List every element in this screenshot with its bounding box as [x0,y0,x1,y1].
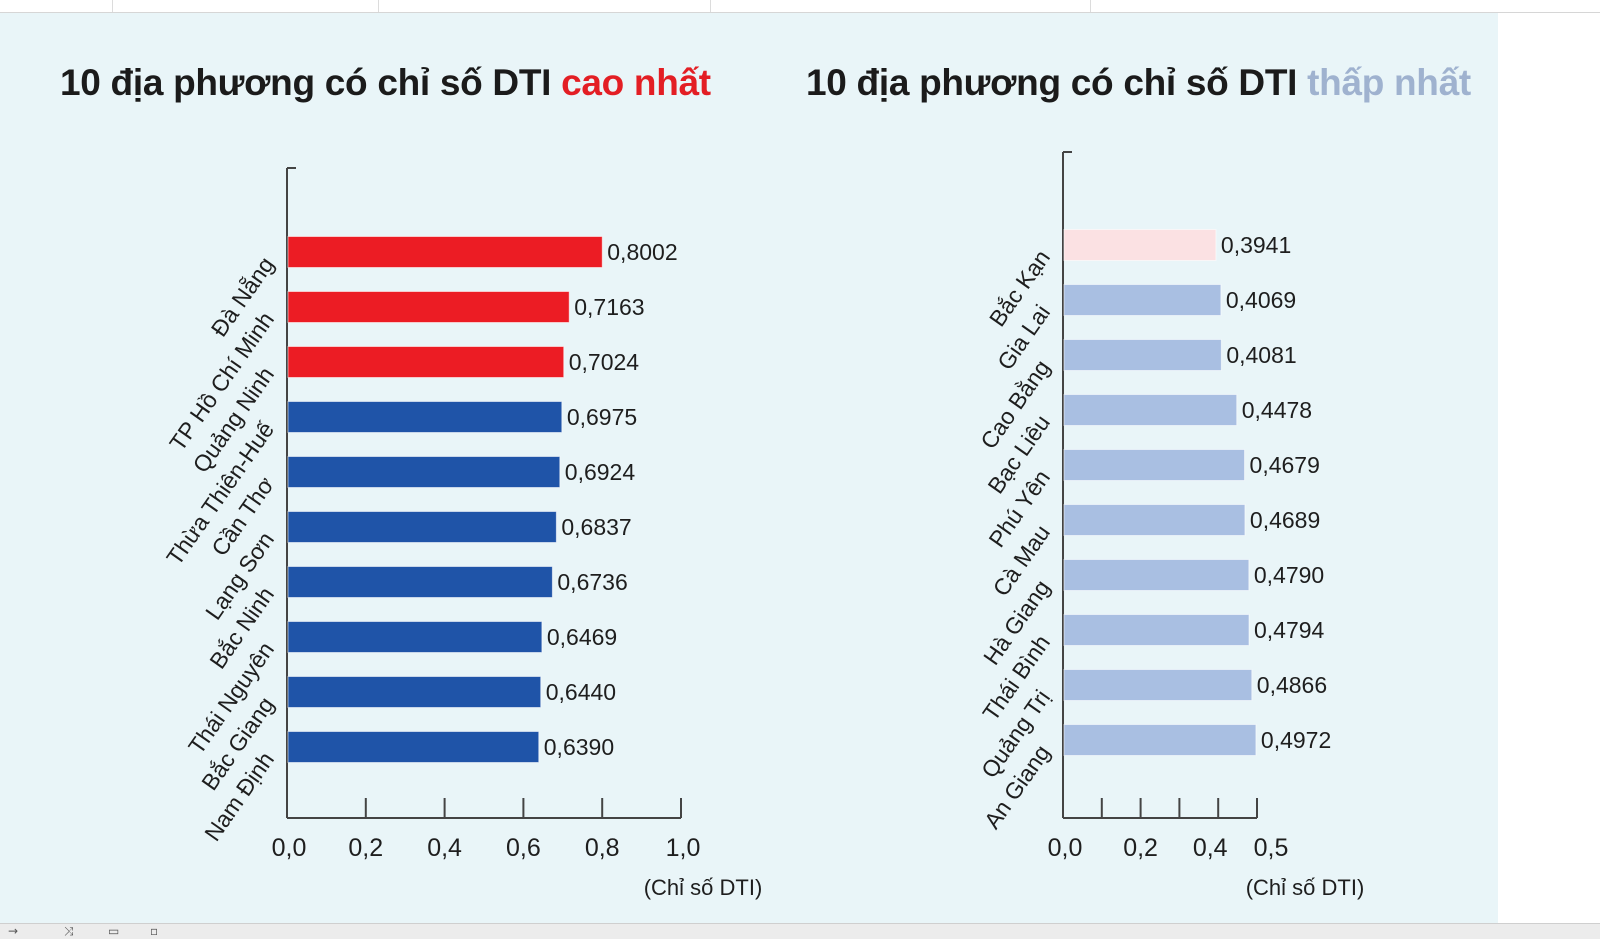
right-value-label: 0,4866 [1257,672,1327,698]
left-value-label: 0,8002 [607,239,677,265]
right-x-tick-label: 0,2 [1123,834,1158,862]
right-value-label: 0,4689 [1250,507,1320,533]
left-chart-title: 10 địa phương có chỉ số DTI cao nhất [60,62,711,104]
bottom-status-bar: → ⤨ ▭ ▫ [0,923,1600,939]
left-value-label: 0,6837 [561,514,631,540]
right-x-tick-label: 0,4 [1193,834,1228,862]
right-bar [1063,339,1222,371]
left-bar [287,346,565,378]
left-title-prefix: 10 địa phương có chỉ số DTI [60,62,562,103]
left-x-tick-label: 1,0 [666,834,701,862]
left-bar [287,676,542,708]
left-value-label: 0,6469 [547,624,617,650]
right-value-label: 0,4790 [1254,562,1324,588]
right-x-tick-label: 0,5 [1254,834,1289,862]
left-value-label: 0,7024 [569,349,640,375]
right-value-label: 0,4972 [1261,727,1331,753]
left-bar [287,621,543,653]
left-x-tick-label: 0,0 [272,834,307,862]
right-bar [1063,669,1253,701]
left-bar [287,401,563,433]
right-value-label: 0,3941 [1221,232,1291,258]
left-x-tick-label: 0,4 [427,834,462,862]
right-title-prefix: 10 địa phương có chỉ số DTI [806,62,1308,103]
left-bar [287,236,603,268]
arrow-right-icon[interactable]: → [8,924,19,938]
toolbar-separator [112,0,113,12]
left-x-tick-label: 0,2 [348,834,383,862]
toolbar-separator [710,0,711,12]
left-bar [287,566,553,598]
right-value-label: 0,4478 [1242,397,1312,423]
right-bar [1063,394,1238,426]
left-x-tick-label: 0,6 [506,834,541,862]
right-value-label: 0,4069 [1226,287,1296,313]
right-bar [1063,614,1250,646]
left-title-highlight: cao nhất [561,62,711,103]
page-margin [1498,13,1600,923]
right-value-label: 0,4794 [1254,617,1325,643]
right-bar [1063,504,1246,536]
infographic-background [0,13,1498,923]
left-value-label: 0,6975 [567,404,637,430]
right-title-highlight: thấp nhất [1307,62,1471,103]
right-bar [1063,559,1250,591]
right-x-axis-label: (Chỉ số DTI) [1246,875,1365,900]
window-icon[interactable]: ▭ [108,924,120,938]
left-value-label: 0,6390 [544,734,614,760]
right-value-label: 0,4081 [1226,342,1296,368]
right-chart-title: 10 địa phương có chỉ số DTI thấp nhất [806,62,1471,104]
square-icon[interactable]: ▫ [150,924,159,938]
left-value-label: 0,7163 [574,294,644,320]
left-x-axis-label: (Chỉ số DTI) [644,875,763,900]
right-bar [1063,229,1217,261]
toolbar-separator [378,0,379,12]
left-bar [287,456,561,488]
right-x-tick-label: 0,0 [1048,834,1083,862]
left-value-label: 0,6440 [546,679,616,705]
toolbar-separator [1090,0,1091,12]
left-bar [287,511,557,543]
left-value-label: 0,6924 [565,459,636,485]
left-bar [287,731,540,763]
right-bar [1063,724,1257,756]
left-value-label: 0,6736 [557,569,627,595]
right-bar [1063,284,1222,316]
right-value-label: 0,4679 [1250,452,1320,478]
right-bar [1063,449,1246,481]
shuffle-icon[interactable]: ⤨ [64,924,74,938]
left-bar [287,291,570,323]
top-toolbar-strip [0,0,1600,13]
left-x-tick-label: 0,8 [585,834,620,862]
